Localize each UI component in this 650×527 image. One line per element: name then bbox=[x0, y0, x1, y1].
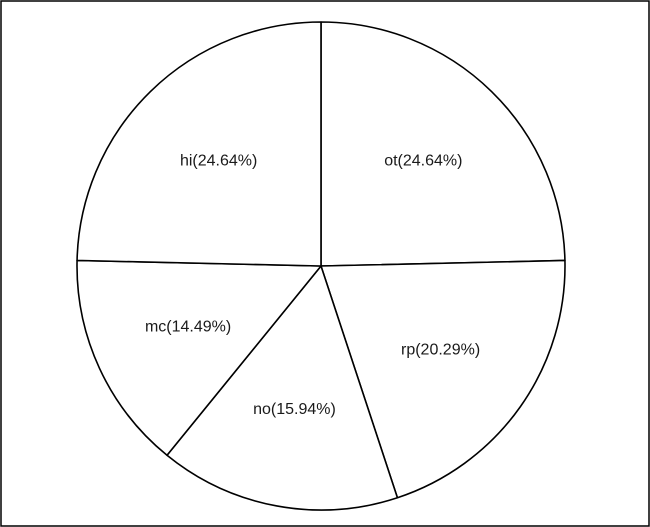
pie-slice-hi bbox=[76, 21, 322, 267]
pie-labels: ot(24.64%) rp(20.29%) no(15.94%) mc(14.49%)… bbox=[145, 153, 480, 419]
pie-label-no: no(15.94%) bbox=[253, 401, 336, 418]
pie-slice-rp bbox=[320, 259, 566, 499]
pie-label-ot: ot(24.64%) bbox=[384, 153, 462, 170]
pie-label-rp: rp(20.29%) bbox=[401, 342, 480, 359]
pie-slice-mc bbox=[76, 259, 322, 457]
pie-slice-no bbox=[166, 265, 399, 511]
pie-label-hi: hi(24.64%) bbox=[180, 153, 257, 170]
pie-label-mc: mc(14.49%) bbox=[145, 319, 231, 336]
pie-slice-ot bbox=[320, 21, 566, 267]
pie-slices bbox=[76, 21, 566, 511]
